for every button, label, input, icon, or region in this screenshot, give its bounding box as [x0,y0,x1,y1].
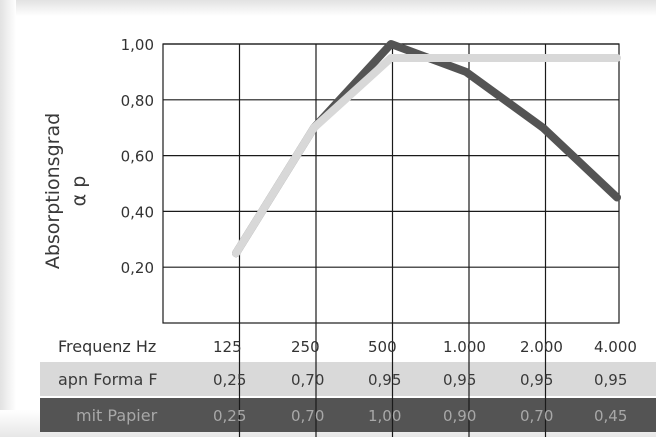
series-line-mit-papier [232,40,621,258]
y-tick-label: 0,40 [121,203,154,221]
data-label: 0,95 [443,371,476,389]
series-line-apn-forma-f [232,53,621,258]
data-label: 0,45 [594,407,627,425]
series-name: apn Forma F [58,370,158,389]
x-tick-label: 1.000 [443,338,486,356]
series-row-band [40,398,656,432]
x-axis-title: Frequenz Hz [58,337,156,356]
data-label: 0,95 [594,371,627,389]
y-tick-label: 0,20 [121,259,154,277]
x-tick-label: 250 [291,338,320,356]
data-label: 0,95 [520,371,553,389]
x-tick-label: 500 [368,338,397,356]
series-name: mit Papier [76,406,158,425]
data-label: 0,70 [291,371,324,389]
series-row-band [40,362,656,396]
x-tick-label: 125 [213,338,242,356]
data-label: 0,25 [213,371,246,389]
data-label: 0,70 [520,407,553,425]
x-tick-label: 2.000 [520,338,563,356]
y-tick-label: 0,60 [121,148,154,166]
y-tick-label: 1,00 [121,36,154,54]
panel-shadow-top [0,0,656,16]
panel-shadow-left [0,0,16,437]
data-label: 0,70 [291,407,324,425]
y-tick-label: 0,80 [121,92,154,110]
data-label: 0,25 [213,407,246,425]
plot-frame [162,43,620,324]
data-label: 0,95 [368,371,401,389]
data-label: 1,00 [368,407,401,425]
data-label: 0,90 [443,407,476,425]
x-tick-label: 4.000 [594,338,637,356]
